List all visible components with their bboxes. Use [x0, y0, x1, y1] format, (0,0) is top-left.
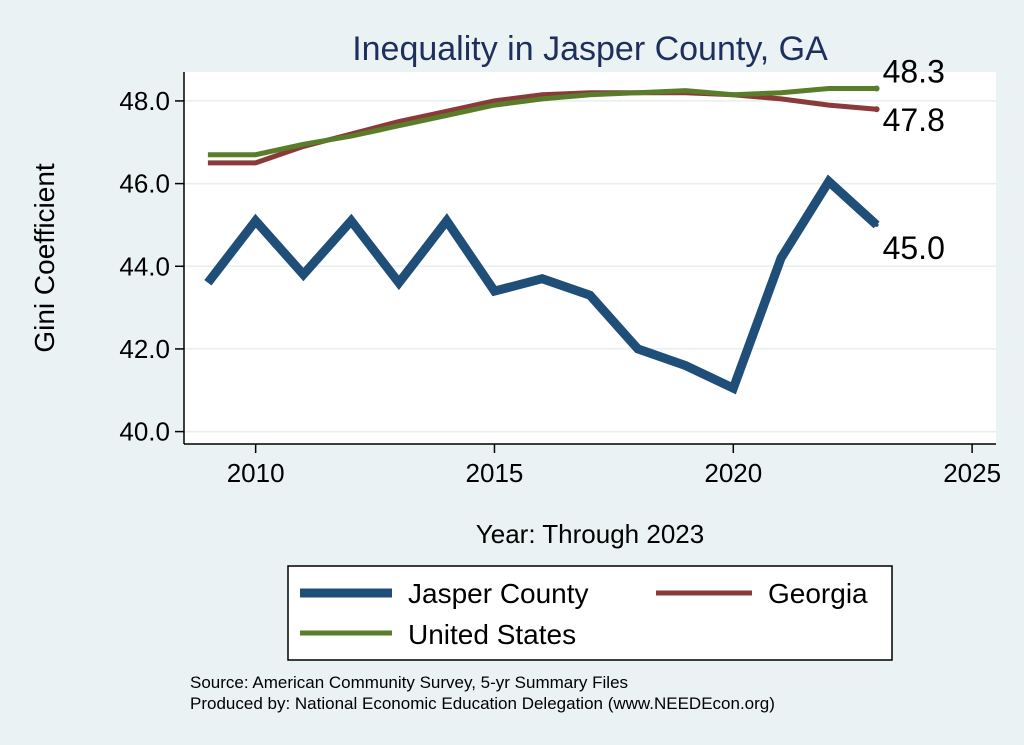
end-label-georgia: 47.8	[883, 102, 945, 138]
series-end-point-jasper-county	[874, 222, 879, 227]
x-axis-ticks: 2010 2015 2020 2025	[227, 444, 1001, 488]
legend: Jasper County Georgia United States	[287, 565, 893, 661]
series-layer	[204, 85, 880, 395]
series-end-point-georgia	[873, 106, 880, 113]
x-tick-label-0: 2010	[227, 458, 285, 488]
end-label-united-states: 48.3	[883, 54, 945, 90]
footer-source: Source: American Community Survey, 5-yr …	[190, 673, 628, 692]
y-axis-title: Gini Coefficient	[29, 163, 60, 353]
grid-lines	[184, 100, 996, 433]
footer: Source: American Community Survey, 5-yr …	[190, 673, 775, 713]
x-axis-title: Year: Through 2023	[476, 519, 704, 549]
end-labels: 45.0 47.8 48.3	[883, 54, 945, 266]
y-tick-label-4: 48.0	[119, 86, 170, 116]
series-line-united-states	[207, 86, 877, 158]
series-end-point-united-states	[873, 85, 880, 92]
chart-title: Inequality in Jasper County, GA	[352, 30, 828, 68]
legend-label-georgia: Georgia	[768, 578, 868, 609]
legend-label-united-states: United States	[408, 619, 576, 650]
y-axis-ticks: 40.0 42.0 44.0 46.0 48.0	[119, 86, 184, 447]
y-tick-label-0: 40.0	[119, 417, 170, 447]
x-tick-label-2: 2020	[704, 458, 762, 488]
legend-frame	[287, 565, 893, 661]
y-tick-label-1: 42.0	[119, 334, 170, 364]
legend-label-jasper-county: Jasper County	[408, 578, 589, 609]
plot-area	[184, 72, 996, 444]
series-line-jasper-county	[204, 174, 880, 395]
x-tick-label-3: 2025	[943, 458, 1001, 488]
y-tick-label-2: 44.0	[119, 251, 170, 281]
footer-producer: Produced by: National Economic Education…	[190, 694, 775, 713]
end-label-jasper-county: 45.0	[883, 230, 945, 266]
x-tick-label-1: 2015	[466, 458, 524, 488]
y-tick-label-3: 46.0	[119, 169, 170, 199]
